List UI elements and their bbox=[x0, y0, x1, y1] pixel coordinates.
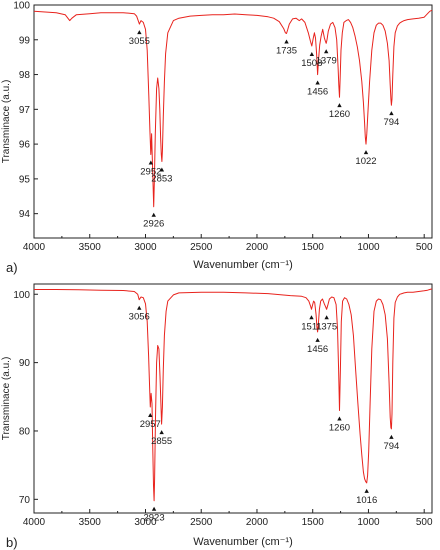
panel-label: b) bbox=[6, 535, 18, 550]
peak-label: 1379 bbox=[316, 55, 337, 66]
y-tick-label: 90 bbox=[19, 358, 31, 369]
x-tick-label: 1500 bbox=[302, 517, 325, 528]
peak-marker bbox=[363, 150, 369, 155]
peak-label: 1511 bbox=[301, 321, 321, 332]
panel-b: 4000 3500 3000 2500 2000 1500 1000 500 70 80 90 100… bbox=[1, 283, 433, 550]
peak-marker bbox=[364, 488, 369, 493]
peak-marker bbox=[137, 30, 142, 35]
peak-label: 1456 bbox=[307, 87, 328, 98]
x-tick-label: 4000 bbox=[23, 242, 46, 253]
peak-label: 1016 bbox=[356, 495, 377, 506]
peak-label: 2923 bbox=[143, 513, 164, 524]
peak-label: 794 bbox=[383, 117, 399, 128]
y-axis-label: Transminace (a.u.) bbox=[1, 357, 12, 441]
peak-marker bbox=[309, 315, 314, 320]
peak-label: 2855 bbox=[151, 436, 172, 447]
y-tick-label: 99 bbox=[19, 35, 31, 46]
peak-marker bbox=[324, 315, 329, 320]
x-tick-label: 2000 bbox=[246, 517, 269, 528]
panel-a: 4000 3500 3000 2500 2000 1500 1000 500 94 95 96 97 9… bbox=[1, 1, 433, 276]
peak-label: 1735 bbox=[276, 46, 297, 57]
peak-marker bbox=[337, 416, 342, 421]
peak-label: 2957 bbox=[140, 419, 161, 430]
peak-marker bbox=[151, 212, 156, 217]
peak-label: 3056 bbox=[129, 312, 150, 323]
x-tick-label: 3500 bbox=[79, 517, 102, 528]
peak-label: 3055 bbox=[129, 36, 150, 47]
y-tick-label: 80 bbox=[19, 426, 31, 437]
peak-marker bbox=[284, 39, 289, 44]
peak-marker bbox=[315, 80, 320, 85]
peak-marker bbox=[337, 103, 342, 108]
y-tick-label: 96 bbox=[19, 140, 31, 151]
peak-label: 1508 bbox=[301, 58, 322, 69]
x-tick-label: 1000 bbox=[357, 242, 380, 253]
y-tick-label: 98 bbox=[19, 70, 31, 81]
peak-marker bbox=[315, 337, 320, 342]
y-tick-label: 100 bbox=[13, 1, 30, 12]
x-tick-label: 2500 bbox=[190, 242, 213, 253]
x-tick-label: 3500 bbox=[79, 242, 102, 253]
peak-marker bbox=[389, 434, 394, 439]
x-axis-label: Wavenumber (cm⁻¹) bbox=[193, 259, 293, 271]
peak-marker bbox=[148, 413, 153, 418]
x-tick-label: 500 bbox=[416, 517, 433, 528]
peak-label: 2926 bbox=[143, 219, 164, 230]
y-tick-label: 97 bbox=[19, 105, 31, 116]
peak-label: 1260 bbox=[329, 422, 350, 433]
peak-label: 1375 bbox=[316, 321, 337, 332]
y-axis-label: Transminace (a.u.) bbox=[1, 80, 12, 164]
x-tick-label: 2500 bbox=[190, 517, 213, 528]
peak-label: 2952 bbox=[140, 167, 161, 178]
panel-label: a) bbox=[6, 260, 18, 275]
peak-label: 1456 bbox=[307, 344, 328, 355]
y-tick-label: 100 bbox=[13, 290, 30, 301]
peak-marker bbox=[309, 52, 315, 57]
x-tick-label: 3000 bbox=[134, 517, 157, 528]
x-tick-label: 1000 bbox=[357, 517, 380, 528]
peak-label: 1022 bbox=[355, 156, 376, 167]
y-tick-label: 94 bbox=[19, 209, 31, 220]
x-tick-label: 3000 bbox=[134, 242, 157, 253]
peak-marker bbox=[389, 111, 394, 116]
peak-label: 1260 bbox=[329, 109, 350, 120]
plot-frame bbox=[33, 283, 433, 514]
plot-frame bbox=[33, 4, 433, 239]
y-tick-label: 70 bbox=[19, 495, 31, 506]
peak-label: 794 bbox=[383, 441, 399, 452]
peak-marker bbox=[137, 305, 142, 310]
peak-label: 2853 bbox=[151, 173, 172, 184]
peak-marker bbox=[159, 167, 165, 172]
y-tick-label: 95 bbox=[19, 174, 31, 185]
peak-marker bbox=[159, 430, 164, 435]
x-axis-label: Wavenumber (cm⁻¹) bbox=[193, 536, 293, 548]
x-tick-label: 1500 bbox=[302, 242, 325, 253]
spectrum-line bbox=[34, 288, 433, 502]
x-tick-label: 500 bbox=[416, 242, 433, 253]
x-tick-label: 2000 bbox=[246, 242, 269, 253]
peak-marker bbox=[148, 160, 154, 165]
spectrum-line bbox=[33, 9, 433, 208]
peak-marker bbox=[324, 49, 329, 54]
peak-marker bbox=[151, 506, 157, 511]
x-tick-label: 4000 bbox=[23, 517, 46, 528]
